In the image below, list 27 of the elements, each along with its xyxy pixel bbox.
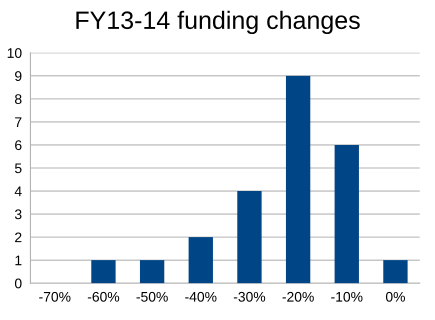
y-tick-label: 7: [15, 117, 22, 127]
bar: [334, 144, 359, 284]
y-tick-label: 5: [14, 163, 22, 174]
y-tick-label: 6: [15, 140, 22, 150]
y-tick-label: 9: [15, 71, 22, 82]
y-tick-label: 3: [14, 209, 22, 220]
x-tick-label: -60%: [88, 292, 120, 302]
x-tick-label: -50%: [136, 292, 168, 302]
bar: [237, 191, 262, 284]
y-tick-label: 8: [14, 94, 22, 104]
y-tick-label: 4: [14, 186, 22, 196]
y-tick-label: 2: [15, 232, 22, 242]
x-tick-label: -10%: [331, 292, 362, 302]
x-tick-label: 0%: [386, 292, 405, 302]
y-tick-label: 1: [15, 256, 22, 266]
bar: [91, 260, 116, 284]
chart-title: FY13-14 funding changes: [76, 10, 360, 34]
y-tick-label: 0: [14, 278, 22, 288]
bar: [286, 76, 310, 284]
x-tick-label: -30%: [234, 292, 266, 302]
x-tick-label: -70%: [39, 292, 70, 302]
bar: [140, 260, 164, 284]
x-tick-label: -20%: [282, 292, 314, 302]
bar: [188, 237, 213, 284]
y-tick-label: 10: [8, 48, 22, 58]
x-tick-label: -40%: [185, 292, 216, 302]
bar: [383, 260, 408, 284]
